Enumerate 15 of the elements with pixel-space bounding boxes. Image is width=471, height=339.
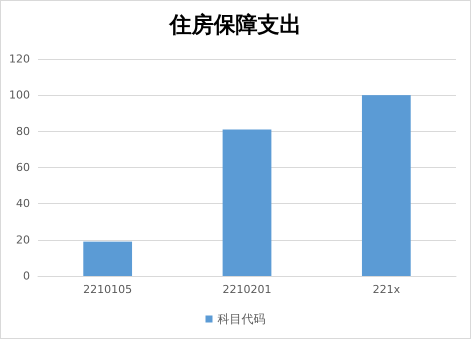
chart-title: 住房保障支出: [168, 12, 302, 38]
bar: [222, 130, 272, 276]
bar: [83, 242, 132, 276]
y-tick-label: 80: [16, 124, 30, 138]
x-tick-label: 221x: [372, 283, 401, 296]
y-tick-label: 20: [16, 233, 30, 246]
y-tick-label: 100: [9, 88, 30, 102]
legend-label: 科目代码: [218, 312, 266, 326]
y-tick-label: 60: [16, 161, 30, 174]
bar: [362, 95, 411, 276]
x-tick-label: 2210201: [222, 283, 272, 296]
x-tick-label: 2210105: [83, 283, 132, 296]
y-tick-label: 0: [23, 270, 30, 282]
y-tick-label: 120: [9, 52, 30, 66]
y-tick-label: 40: [16, 197, 30, 210]
